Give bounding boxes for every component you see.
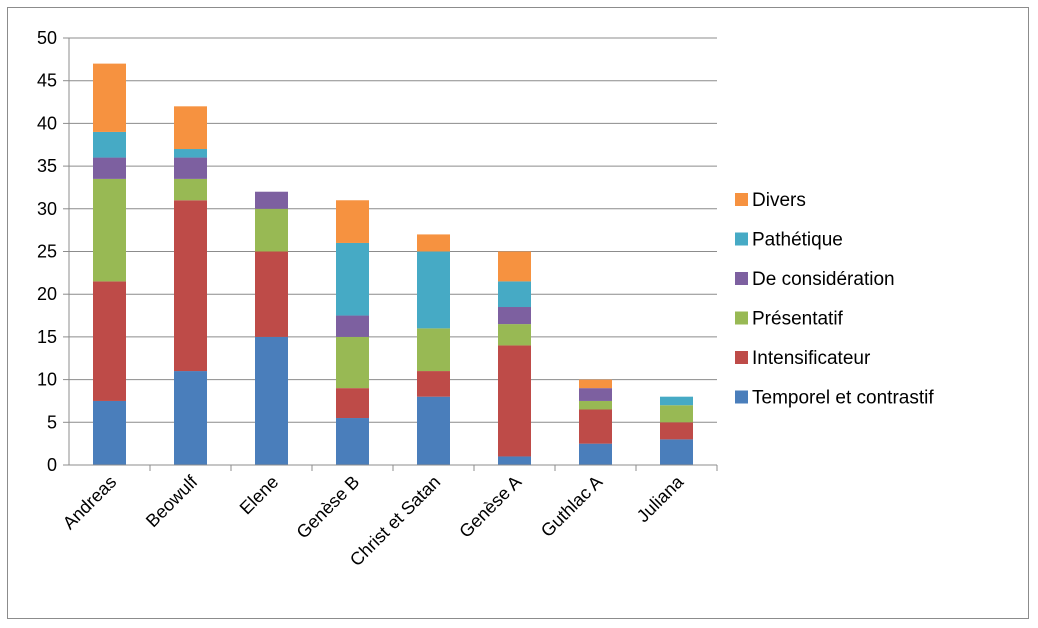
bar-segment	[498, 307, 531, 325]
legend-label: Temporel et contrastif	[752, 388, 934, 409]
legend-label: Pathétique	[752, 230, 843, 251]
y-tick-label: 35	[37, 156, 57, 176]
x-category-label: Elene	[236, 472, 283, 519]
y-tick-label: 10	[37, 370, 57, 390]
y-tick-label: 50	[37, 28, 57, 48]
x-category-label: Andreas	[59, 472, 121, 534]
bar-segment	[417, 396, 450, 465]
bar-segment	[498, 281, 531, 308]
bar-segment	[498, 324, 531, 346]
legend-label: De considération	[752, 269, 895, 290]
y-tick-label: 45	[37, 71, 57, 91]
y-tick-label: 20	[37, 284, 57, 304]
bar-segment	[255, 336, 288, 465]
y-tick-label: 25	[37, 242, 57, 262]
legend-swatch	[735, 232, 748, 246]
bar-segment	[498, 251, 531, 282]
x-category-label: Guthlac A	[537, 472, 606, 541]
x-category-label: Genèse B	[293, 472, 364, 543]
bar-segment	[498, 456, 531, 465]
legend-label: Intensificateur	[752, 348, 871, 369]
x-category-label: Beowulf	[142, 471, 202, 531]
bar-segment	[579, 443, 612, 465]
legend-swatch	[735, 272, 748, 285]
bar-segment	[579, 409, 612, 444]
legend-swatch	[735, 351, 748, 364]
bar-segment	[417, 234, 450, 252]
axes	[68, 38, 718, 471]
bar-segment	[93, 400, 126, 465]
bar-segment	[336, 388, 369, 419]
legend-label: Divers	[752, 190, 806, 211]
bar-segment	[336, 418, 369, 465]
legend-label: Présentatif	[752, 309, 844, 330]
bar-segment	[417, 371, 450, 397]
bar-segment	[93, 178, 126, 282]
bar-segment	[174, 149, 207, 158]
legend-swatch	[735, 311, 748, 325]
chart-area: 0 5 10 15 20 25 30 35 40 45 50 Andreas Beowulf Elene…	[7, 7, 1029, 619]
bar-segment	[174, 200, 207, 372]
bar-segment	[336, 315, 369, 337]
bar-segment	[255, 191, 288, 209]
stacked-bar-chart: 0 5 10 15 20 25 30 35 40 45 50 Andreas Beowulf Elene…	[37, 28, 934, 570]
bar-segment	[255, 208, 288, 252]
bar-segment	[174, 371, 207, 465]
bar-segment	[417, 328, 450, 372]
bar-segment	[93, 281, 126, 401]
y-axis-ticks: 0 5 10 15 20 25 30 35 40 45 50	[37, 28, 69, 475]
bar-segment	[579, 379, 612, 389]
x-category-label: Genèse A	[455, 472, 525, 542]
bar-segment	[336, 242, 369, 316]
bar-segment	[93, 63, 126, 132]
legend: Divers Pathétique De considération Présenta…	[735, 190, 934, 409]
bar-segment	[660, 396, 693, 406]
y-tick-label: 15	[37, 327, 57, 347]
bar-segment	[579, 388, 612, 401]
bar-segment	[498, 345, 531, 457]
gridlines	[69, 37, 717, 423]
legend-swatch	[735, 193, 748, 206]
x-category-label: Juliana	[633, 471, 688, 526]
y-tick-label: 30	[37, 199, 57, 219]
bars	[93, 63, 693, 465]
y-tick-label: 0	[47, 455, 57, 475]
bar-segment	[660, 422, 693, 440]
legend-swatch	[735, 390, 748, 404]
bar-segment	[93, 157, 126, 179]
bar-segment	[417, 251, 450, 329]
bar-segment	[336, 200, 369, 243]
y-tick-label: 5	[47, 412, 57, 432]
bar-segment	[174, 106, 207, 150]
y-tick-label: 40	[37, 113, 57, 133]
bar-segment	[336, 336, 369, 389]
bar-segment	[255, 251, 288, 337]
bar-segment	[660, 405, 693, 423]
bar-segment	[93, 131, 126, 158]
bar-segment	[174, 178, 207, 201]
bar-segment	[174, 157, 207, 179]
bar-segment	[579, 400, 612, 410]
bar-segment	[660, 439, 693, 465]
